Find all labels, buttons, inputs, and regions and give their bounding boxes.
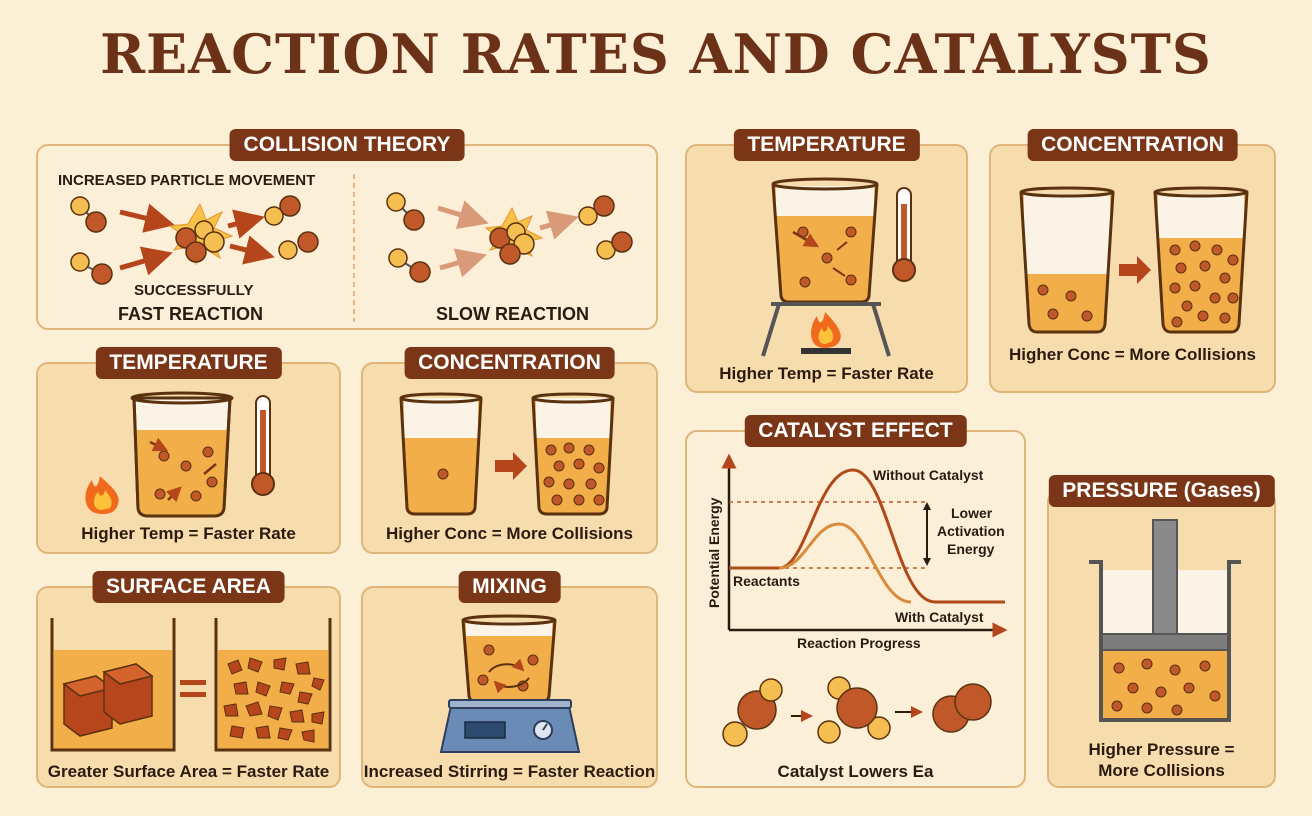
surface-area-illustration [50,618,332,752]
lower-label-3: Energy [947,541,995,557]
slow-reaction-label: SLOW REACTION [436,304,589,324]
energy-diagram: Potential Energy Without Catalyst Lower … [706,453,1008,747]
slow-reaction-particles [386,192,633,283]
thermometer-icon-large [892,187,916,282]
surface-area-panel: SURFACE AREA Greater Surface Area = Fast… [36,571,341,788]
collision-theory-panel: COLLISION THEORY INCREASED PARTICLE MOVE… [36,129,658,330]
catalyst-effect-header: CATALYST EFFECT [744,415,967,447]
pressure-caption-line1: Higher Pressure = [1088,740,1235,759]
burner-base [801,348,851,354]
piston-head [1100,633,1230,651]
fast-reaction-particles [70,195,319,285]
temperature-header-small: TEMPERATURE [95,347,282,379]
temperature-beaker-illustration [85,391,275,518]
surface-area-caption: Greater Surface Area = Faster Rate [47,762,330,781]
temperature-panel-small: TEMPERATURE Higher Temp = Faster Rate [36,347,341,554]
reactants-label: Reactants [733,573,800,589]
successfully-label: SUCCESSFULLY [134,282,254,299]
concentration-caption-small: Higher Conc = More Collisions [385,524,633,543]
collision-theory-header: COLLISION THEORY [229,129,465,161]
stir-plate [439,699,581,753]
pressure-panel: PRESSURE (Gases) Higher Pressure = More … [1047,475,1276,788]
temperature-header-large: TEMPERATURE [733,129,920,161]
powder-pieces [223,657,325,743]
mixing-illustration [439,614,581,753]
flame-icon-large [811,312,841,348]
temperature-burner-illustration [761,177,916,357]
mixing-caption: Increased Stirring = Faster Reaction [363,762,656,781]
pressure-caption-line2: More Collisions [1098,761,1225,780]
concentration-panel-large: CONCENTRATION Higher Conc = More Collisi… [989,129,1276,393]
collision-illustration [70,174,633,322]
cylinder-wall [1089,560,1241,722]
catalyst-effect-panel: CATALYST EFFECT Potential Energy Without… [685,415,1026,788]
without-catalyst-label: Without Catalyst [873,467,984,483]
with-catalyst-label: With Catalyst [895,609,984,625]
concentration-header-large: CONCENTRATION [1027,129,1238,161]
fast-reaction-label: FAST REACTION [118,304,264,324]
lower-label-1: Lower [951,505,993,521]
concentration-beakers-large [1019,186,1249,334]
lower-label-2: Activation [937,523,1005,539]
particle-movement-label: INCREASED PARTICLE MOVEMENT [58,172,316,189]
flame-icon [85,476,119,514]
catalyst-molecules [722,676,992,747]
piston-rod [1152,519,1178,637]
catalyst-caption: Catalyst Lowers Ea [777,762,934,781]
concentration-beakers-illustration [399,392,615,516]
pressure-header: PRESSURE (Gases) [1048,475,1275,507]
temperature-caption-small: Higher Temp = Faster Rate [81,524,296,543]
temperature-caption-large: Higher Temp = Faster Rate [719,364,934,383]
reaction-progress-label: Reaction Progress [797,635,921,651]
potential-energy-label: Potential Energy [706,497,722,608]
page-title: REACTION RATES AND CATALYSTS [100,22,1212,86]
surface-area-header: SURFACE AREA [92,571,285,603]
temperature-panel-large: TEMPERATURE Higher Temp = Faster Rate [685,129,968,393]
thermometer-icon [251,395,275,496]
solid-cubes [62,663,154,737]
tripod-stand [761,302,891,357]
concentration-panel-small: CONCENTRATION Higher Conc = More Collisi… [361,347,658,554]
catalyzed-curve [778,522,912,604]
mixing-panel: MIXING Increased Stirring = Faster React… [361,571,658,788]
concentration-caption-large: Higher Conc = More Collisions [1008,345,1256,364]
uncatalyzed-curve [729,468,1005,604]
mixing-header: MIXING [458,571,561,603]
pressure-piston-illustration [1089,519,1241,722]
concentration-header-small: CONCENTRATION [404,347,615,379]
